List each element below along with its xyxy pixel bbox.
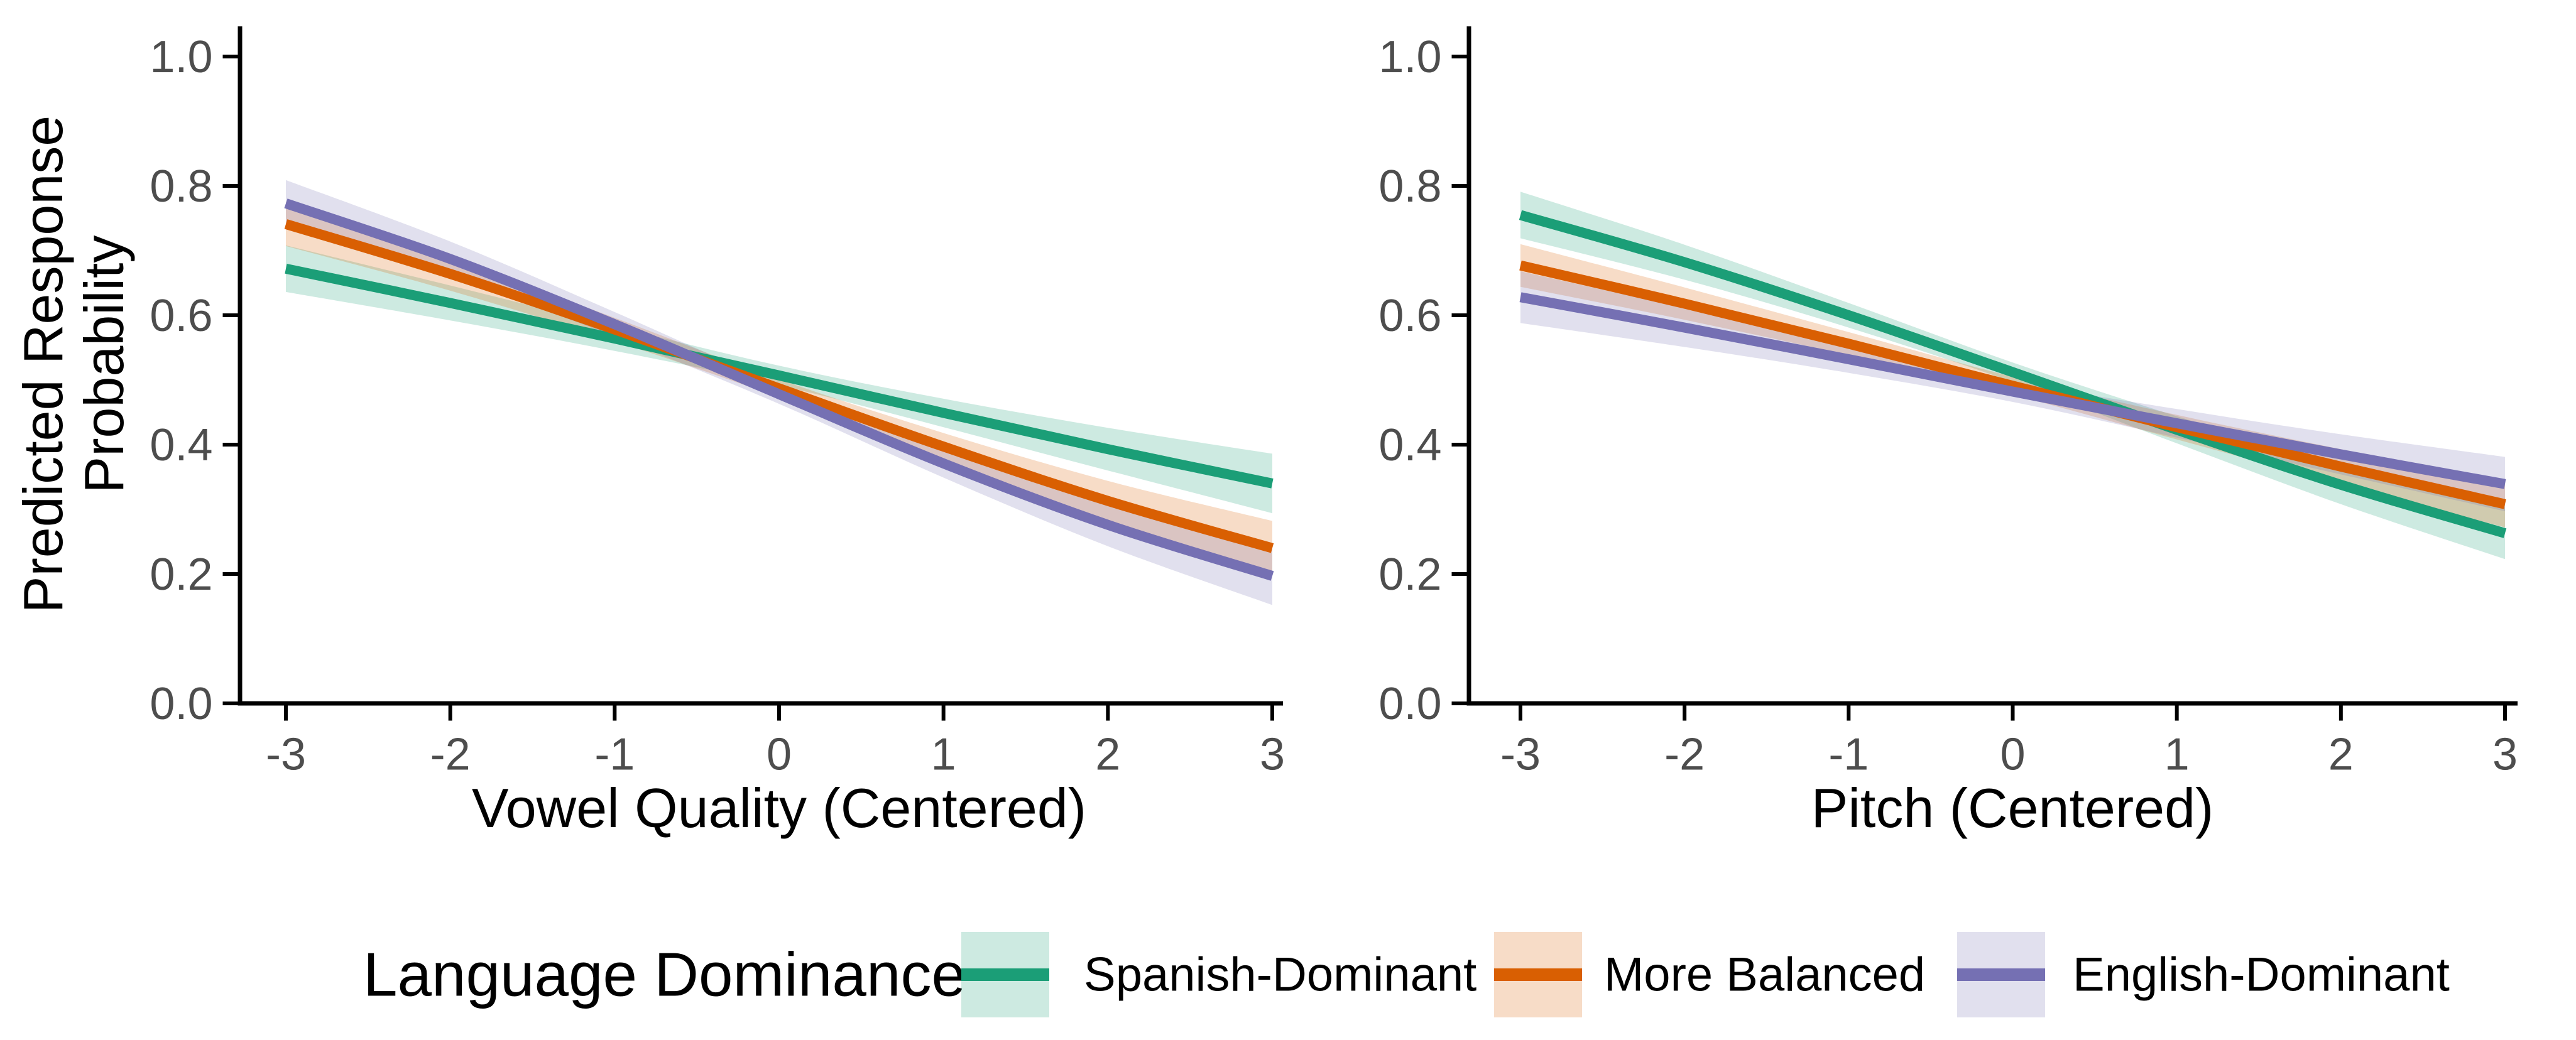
y-axis-title-line2: Probability — [73, 235, 135, 494]
y-tick-label-panel-0: 0.0 — [150, 679, 212, 729]
x-axis-title-pitch: Pitch (Centered) — [1811, 777, 2214, 839]
x-tick-label-panel-0: -1 — [594, 730, 635, 780]
x-tick-label-panel-0: 1 — [931, 730, 956, 780]
x-axis-title-vowel-quality: Vowel Quality (Centered) — [471, 777, 1087, 839]
legend-title: Language Dominance — [363, 940, 966, 1009]
fit-line-1-panel-0 — [284, 219, 1274, 553]
y-tick-label-panel-1: 0.4 — [1378, 420, 1441, 470]
fit-line-2-panel-1 — [1519, 292, 2506, 489]
fit-line-2-panel-0 — [284, 198, 1274, 581]
x-tick-label-panel-0: 2 — [1095, 730, 1120, 780]
fit-line-0-panel-1 — [1519, 210, 2507, 538]
y-tick-label-panel-1: 0.2 — [1378, 550, 1441, 600]
legend-key-more-balanced — [1494, 932, 1582, 1017]
x-tick-label-panel-0: 0 — [767, 730, 792, 780]
x-tick-label-panel-1: -1 — [1828, 730, 1869, 780]
x-tick-label-panel-1: 0 — [2000, 730, 2025, 780]
panel-0: 0.0 0.2 0.4 0.6 0.8 1.0 -3 -2 -1 0 1 2 3 — [150, 26, 1285, 780]
y-axis-title-line1: Predicted Response — [12, 115, 75, 614]
x-tick-label-panel-1: 2 — [2328, 730, 2354, 780]
x-tick-label-panel-0: -2 — [430, 730, 471, 780]
legend-key-spanish-dominant — [961, 932, 1049, 1017]
y-tick-label-panel-0: 0.6 — [150, 291, 212, 341]
fit-line-1-panel-1 — [1519, 260, 2506, 509]
x-tick-label-panel-1: -3 — [1500, 730, 1541, 780]
y-tick-label-panel-1: 1.0 — [1378, 32, 1441, 82]
legend-label-spanish-dominant: Spanish-Dominant — [1084, 948, 1477, 1002]
y-tick-label-panel-0: 0.2 — [150, 550, 212, 600]
fit-line-0-panel-0 — [285, 263, 1274, 489]
y-tick-label-panel-0: 1.0 — [150, 32, 212, 82]
y-tick-label-panel-1: 0.6 — [1378, 291, 1441, 341]
y-tick-label-panel-0: 0.8 — [150, 161, 212, 212]
y-tick-label-panel-1: 0.0 — [1378, 679, 1441, 729]
legend-label-more-balanced: More Balanced — [1604, 948, 1926, 1002]
legend-key-line-english-dominant — [1957, 968, 2045, 981]
x-tick-label-panel-1: -2 — [1664, 730, 1705, 780]
x-tick-label-panel-1: 1 — [2164, 730, 2190, 780]
panel-1: 0.0 0.2 0.4 0.6 0.8 1.0 -3 -2 -1 0 1 2 3 — [1378, 26, 2518, 780]
legend-key-english-dominant — [1957, 932, 2045, 1017]
x-tick-label-panel-0: 3 — [1260, 730, 1285, 780]
legend-key-line-spanish-dominant — [961, 968, 1049, 981]
y-tick-label-panel-0: 0.4 — [150, 420, 212, 470]
legend-key-line-more-balanced — [1494, 968, 1582, 981]
legend-label-english-dominant: English-Dominant — [2073, 948, 2450, 1002]
x-tick-label-panel-0: -3 — [266, 730, 306, 780]
y-axis-title: Predicted Response Probability — [12, 115, 135, 614]
x-tick-label-panel-1: 3 — [2492, 730, 2518, 780]
y-tick-label-panel-1: 0.8 — [1378, 161, 1441, 212]
